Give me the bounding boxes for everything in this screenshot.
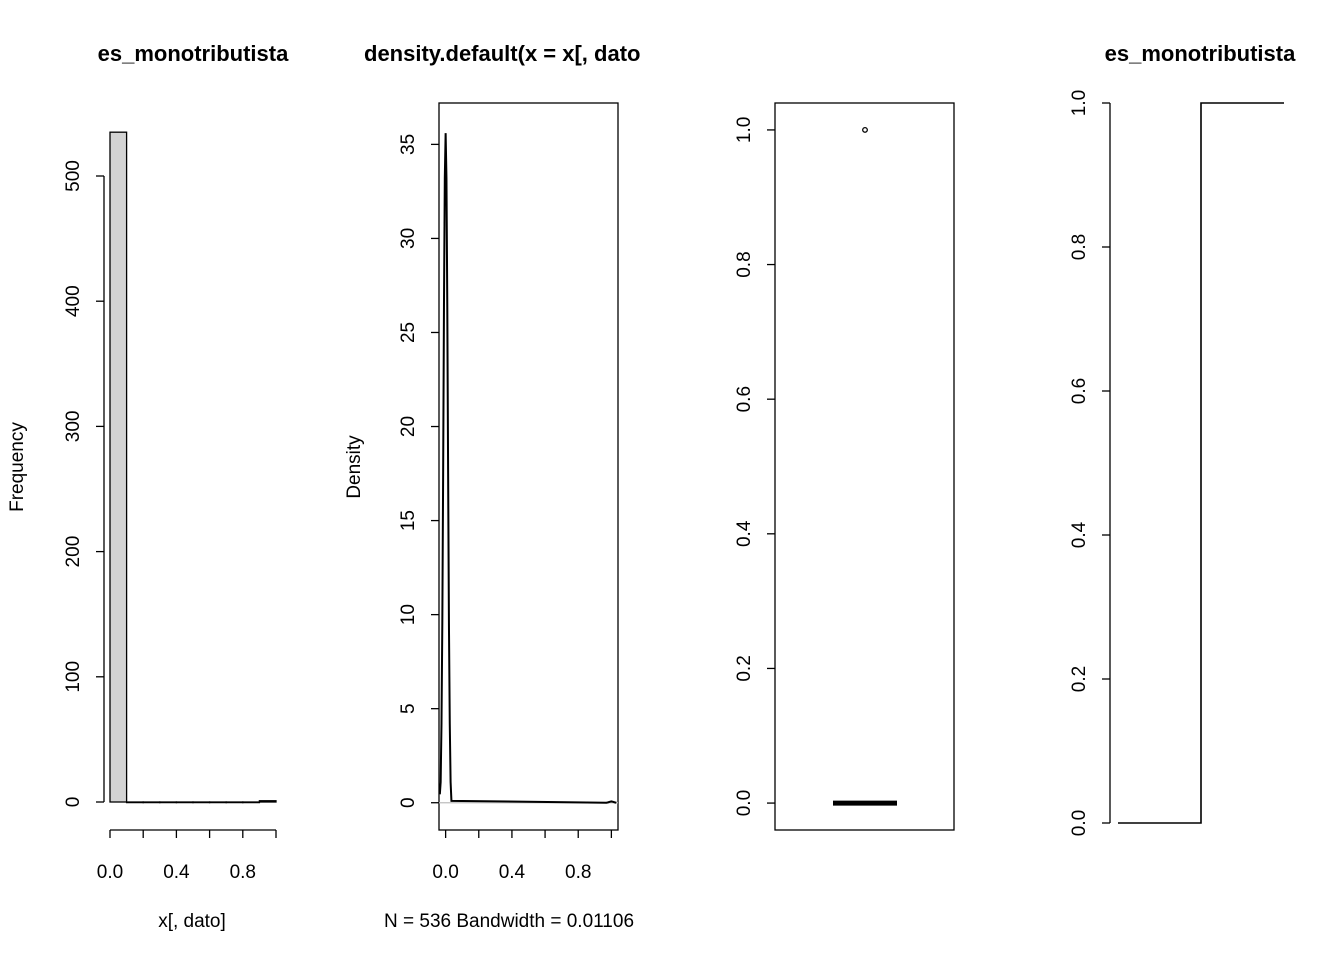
y-tick-label: 300 — [63, 411, 84, 443]
boxplot-outlier-point — [862, 126, 868, 133]
density-plot-box — [438, 102, 619, 831]
y-tick-label: 400 — [63, 285, 84, 317]
y-tick-label: 1.0 — [734, 117, 755, 143]
histogram-bar — [225, 801, 244, 804]
density-x-ticks: 0.0 0.4 0.8 — [432, 830, 613, 883]
histogram-bar — [258, 800, 277, 803]
x-tick-label: 0.8 — [565, 862, 591, 883]
histogram-x-label: x[, dato] — [158, 911, 226, 932]
y-tick-label: 0.4 — [1069, 521, 1090, 548]
ecdf-y-ticks: 0.0 0.2 0.4 0.6 0.8 1.0 — [1069, 90, 1110, 836]
ecdf-panel: es_monotributista 0.0 0.2 0.4 0.6 0.8 1.0 — [1069, 41, 1296, 836]
y-tick-label: 500 — [63, 160, 84, 192]
histogram-y-label: Frequency — [7, 422, 28, 512]
y-tick-label: 0.6 — [1069, 378, 1090, 404]
y-tick-label: 5 — [398, 703, 419, 714]
histogram-title: es_monotributista — [98, 41, 289, 66]
density-panel: density.default(x = x[, dato 0 5 10 15 20 25 3… — [344, 41, 640, 932]
x-tick-label: 0.0 — [97, 862, 123, 883]
y-tick-label: 25 — [398, 322, 419, 343]
x-tick-label: 0.4 — [163, 862, 190, 883]
y-tick-label: 15 — [398, 510, 419, 531]
density-y-label: Density — [344, 435, 365, 499]
y-tick-label: 0.0 — [1069, 810, 1090, 836]
histogram-bars — [109, 131, 277, 804]
density-title: density.default(x = x[, dato — [364, 41, 640, 66]
y-tick-label: 0 — [398, 797, 419, 808]
ecdf-step-line — [1118, 102, 1284, 824]
histogram-bar — [109, 131, 128, 803]
y-tick-label: 200 — [63, 536, 84, 568]
y-tick-label: 30 — [398, 228, 419, 249]
y-tick-label: 1.0 — [1069, 90, 1090, 116]
y-tick-label: 0.8 — [1069, 234, 1090, 260]
boxplot-y-ticks: 0.0 0.2 0.4 0.6 0.8 1.0 — [734, 117, 775, 816]
boxplot-plot-box — [774, 102, 955, 831]
histogram-bar — [125, 801, 144, 804]
histogram-bar — [175, 801, 194, 804]
y-tick-label: 100 — [63, 661, 84, 693]
x-tick-label: 0.8 — [230, 862, 256, 883]
histogram-bar — [242, 801, 261, 804]
histogram-bar — [192, 801, 211, 804]
y-tick-label: 0.2 — [1069, 666, 1090, 692]
y-tick-label: 0.2 — [734, 655, 755, 681]
y-tick-label: 0 — [63, 797, 84, 808]
histogram-bar — [208, 801, 227, 804]
y-tick-label: 0.8 — [734, 251, 755, 277]
density-x-label: N = 536 Bandwidth = 0.01106 — [384, 911, 634, 932]
density-y-ticks: 0 5 10 15 20 25 30 35 — [398, 134, 439, 808]
density-curve — [438, 133, 617, 804]
x-tick-label: 0.4 — [499, 862, 526, 883]
y-tick-label: 20 — [398, 416, 419, 437]
y-tick-label: 35 — [398, 134, 419, 155]
y-tick-label: 0.4 — [734, 520, 755, 547]
histogram-bar — [142, 801, 161, 804]
histogram-x-ticks: 0.0 0.4 0.8 — [97, 830, 277, 883]
y-tick-label: 0.0 — [734, 790, 755, 816]
histogram-y-ticks: 0 100 200 300 400 500 — [63, 160, 104, 807]
y-tick-label: 10 — [398, 604, 419, 625]
ecdf-title: es_monotributista — [1105, 41, 1296, 66]
y-tick-label: 0.6 — [734, 386, 755, 412]
boxplot-panel: 0.0 0.2 0.4 0.6 0.8 1.0 — [734, 102, 955, 831]
x-tick-label: 0.0 — [432, 862, 458, 883]
histogram-bar — [159, 801, 178, 804]
